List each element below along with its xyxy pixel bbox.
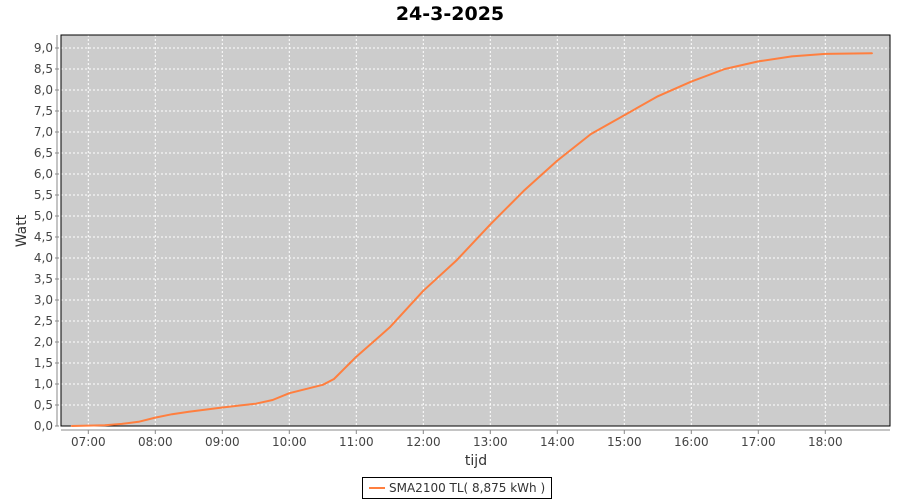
y-tick-label: 1,0 xyxy=(34,377,53,391)
x-tick-label: 08:00 xyxy=(138,435,173,449)
y-tick-label: 5,0 xyxy=(34,209,53,223)
legend: SMA2100 TL( 8,875 kWh ) xyxy=(362,477,553,499)
plot-border xyxy=(60,34,891,427)
x-axis-label: tijd xyxy=(465,453,487,469)
data-point xyxy=(288,392,291,395)
chart-title: 24-3-2025 xyxy=(395,3,505,25)
x-tick-label: 10:00 xyxy=(272,435,307,449)
y-tick-label: 1,5 xyxy=(34,356,53,370)
y-tick-label: 2,0 xyxy=(34,335,53,349)
data-point xyxy=(456,259,458,261)
x-tick-label: 13:00 xyxy=(473,435,508,449)
data-point xyxy=(556,159,559,162)
data-point xyxy=(690,80,693,83)
legend-label: SMA2100 TL( 8,875 kWh ) xyxy=(389,481,546,495)
x-tick-label: 07:00 xyxy=(71,435,106,449)
data-point xyxy=(757,60,760,63)
data-point xyxy=(154,416,157,419)
y-tick-label: 3,5 xyxy=(34,272,53,286)
x-tick-label: 18:00 xyxy=(808,435,843,449)
data-point xyxy=(523,190,525,192)
data-point xyxy=(255,402,257,405)
data-point xyxy=(791,55,793,58)
y-tick-label: 7,0 xyxy=(34,125,53,139)
x-tick-label: 11:00 xyxy=(339,435,374,449)
y-tick-label: 2,5 xyxy=(34,314,53,328)
y-tick-label: 3,0 xyxy=(34,293,53,307)
data-point xyxy=(188,410,190,413)
data-point xyxy=(322,384,324,386)
y-tick-label: 6,0 xyxy=(34,167,53,181)
data-point xyxy=(871,52,873,55)
y-tick-label: 8,5 xyxy=(34,62,53,76)
data-point xyxy=(137,421,140,423)
data-point xyxy=(171,413,173,416)
x-tick-label: 12:00 xyxy=(406,435,441,449)
data-point xyxy=(271,399,274,401)
data-point xyxy=(104,424,106,426)
x-tick-label: 09:00 xyxy=(205,435,240,449)
y-tick-label: 8,0 xyxy=(34,83,53,97)
data-point xyxy=(70,425,73,427)
y-tick-label: 0,5 xyxy=(34,398,53,412)
y-tick-label: 4,0 xyxy=(34,251,53,265)
y-tick-label: 5,5 xyxy=(34,188,53,202)
x-tick-label: 16:00 xyxy=(674,435,709,449)
y-tick-label: 9,0 xyxy=(34,41,53,55)
data-point xyxy=(824,53,827,55)
data-point xyxy=(221,406,224,409)
y-axis-label: Watt xyxy=(14,214,30,247)
data-point xyxy=(724,68,726,70)
data-point xyxy=(389,326,391,329)
y-tick-label: 0,0 xyxy=(34,419,53,433)
data-point xyxy=(489,223,492,226)
data-point xyxy=(333,378,335,380)
y-tick-label: 6,5 xyxy=(34,146,53,160)
plot-area xyxy=(61,35,890,426)
data-point xyxy=(121,423,123,425)
x-tick-label: 14:00 xyxy=(540,435,575,449)
x-tick-label: 15:00 xyxy=(607,435,642,449)
x-tick-label: 17:00 xyxy=(741,435,776,449)
data-point xyxy=(355,355,358,358)
data-point xyxy=(422,289,425,292)
data-point xyxy=(590,133,592,135)
y-tick-label: 7,5 xyxy=(34,104,53,118)
data-point xyxy=(657,95,659,98)
y-tick-label: 4,5 xyxy=(34,230,53,244)
legend-swatch xyxy=(369,487,385,489)
data-point xyxy=(623,114,626,116)
